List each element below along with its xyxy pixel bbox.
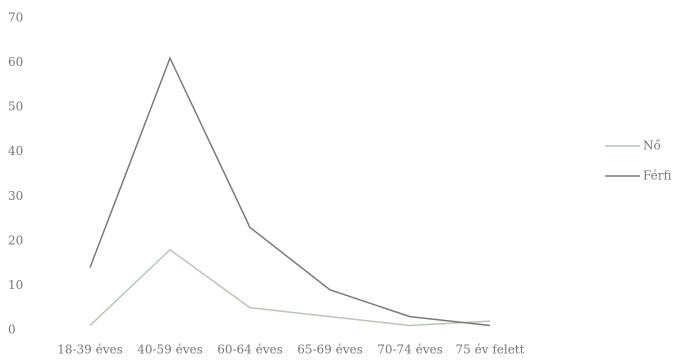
y-tick-label: 40 [8, 144, 23, 158]
x-tick-label: 40-59 éves [137, 343, 203, 357]
y-tick-label: 30 [8, 189, 23, 203]
y-tick-label: 60 [8, 55, 23, 69]
x-tick-label: 65-69 éves [297, 343, 363, 357]
x-tick-label: 70-74 éves [377, 343, 443, 357]
x-tick-label: 18-39 éves [57, 343, 123, 357]
y-tick-label: 0 [8, 323, 16, 337]
legend-label: Nő [643, 139, 661, 153]
y-tick-label: 70 [8, 11, 23, 25]
x-tick-label: 60-64 éves [217, 343, 283, 357]
series-line [89, 248, 491, 327]
series-line [89, 56, 491, 327]
x-tick-label: 75 év felett [456, 343, 525, 357]
y-tick-label: 20 [8, 233, 23, 247]
y-tick-label: 50 [8, 100, 23, 114]
legend-label: Férfi [643, 169, 672, 183]
y-tick-label: 10 [8, 278, 23, 292]
